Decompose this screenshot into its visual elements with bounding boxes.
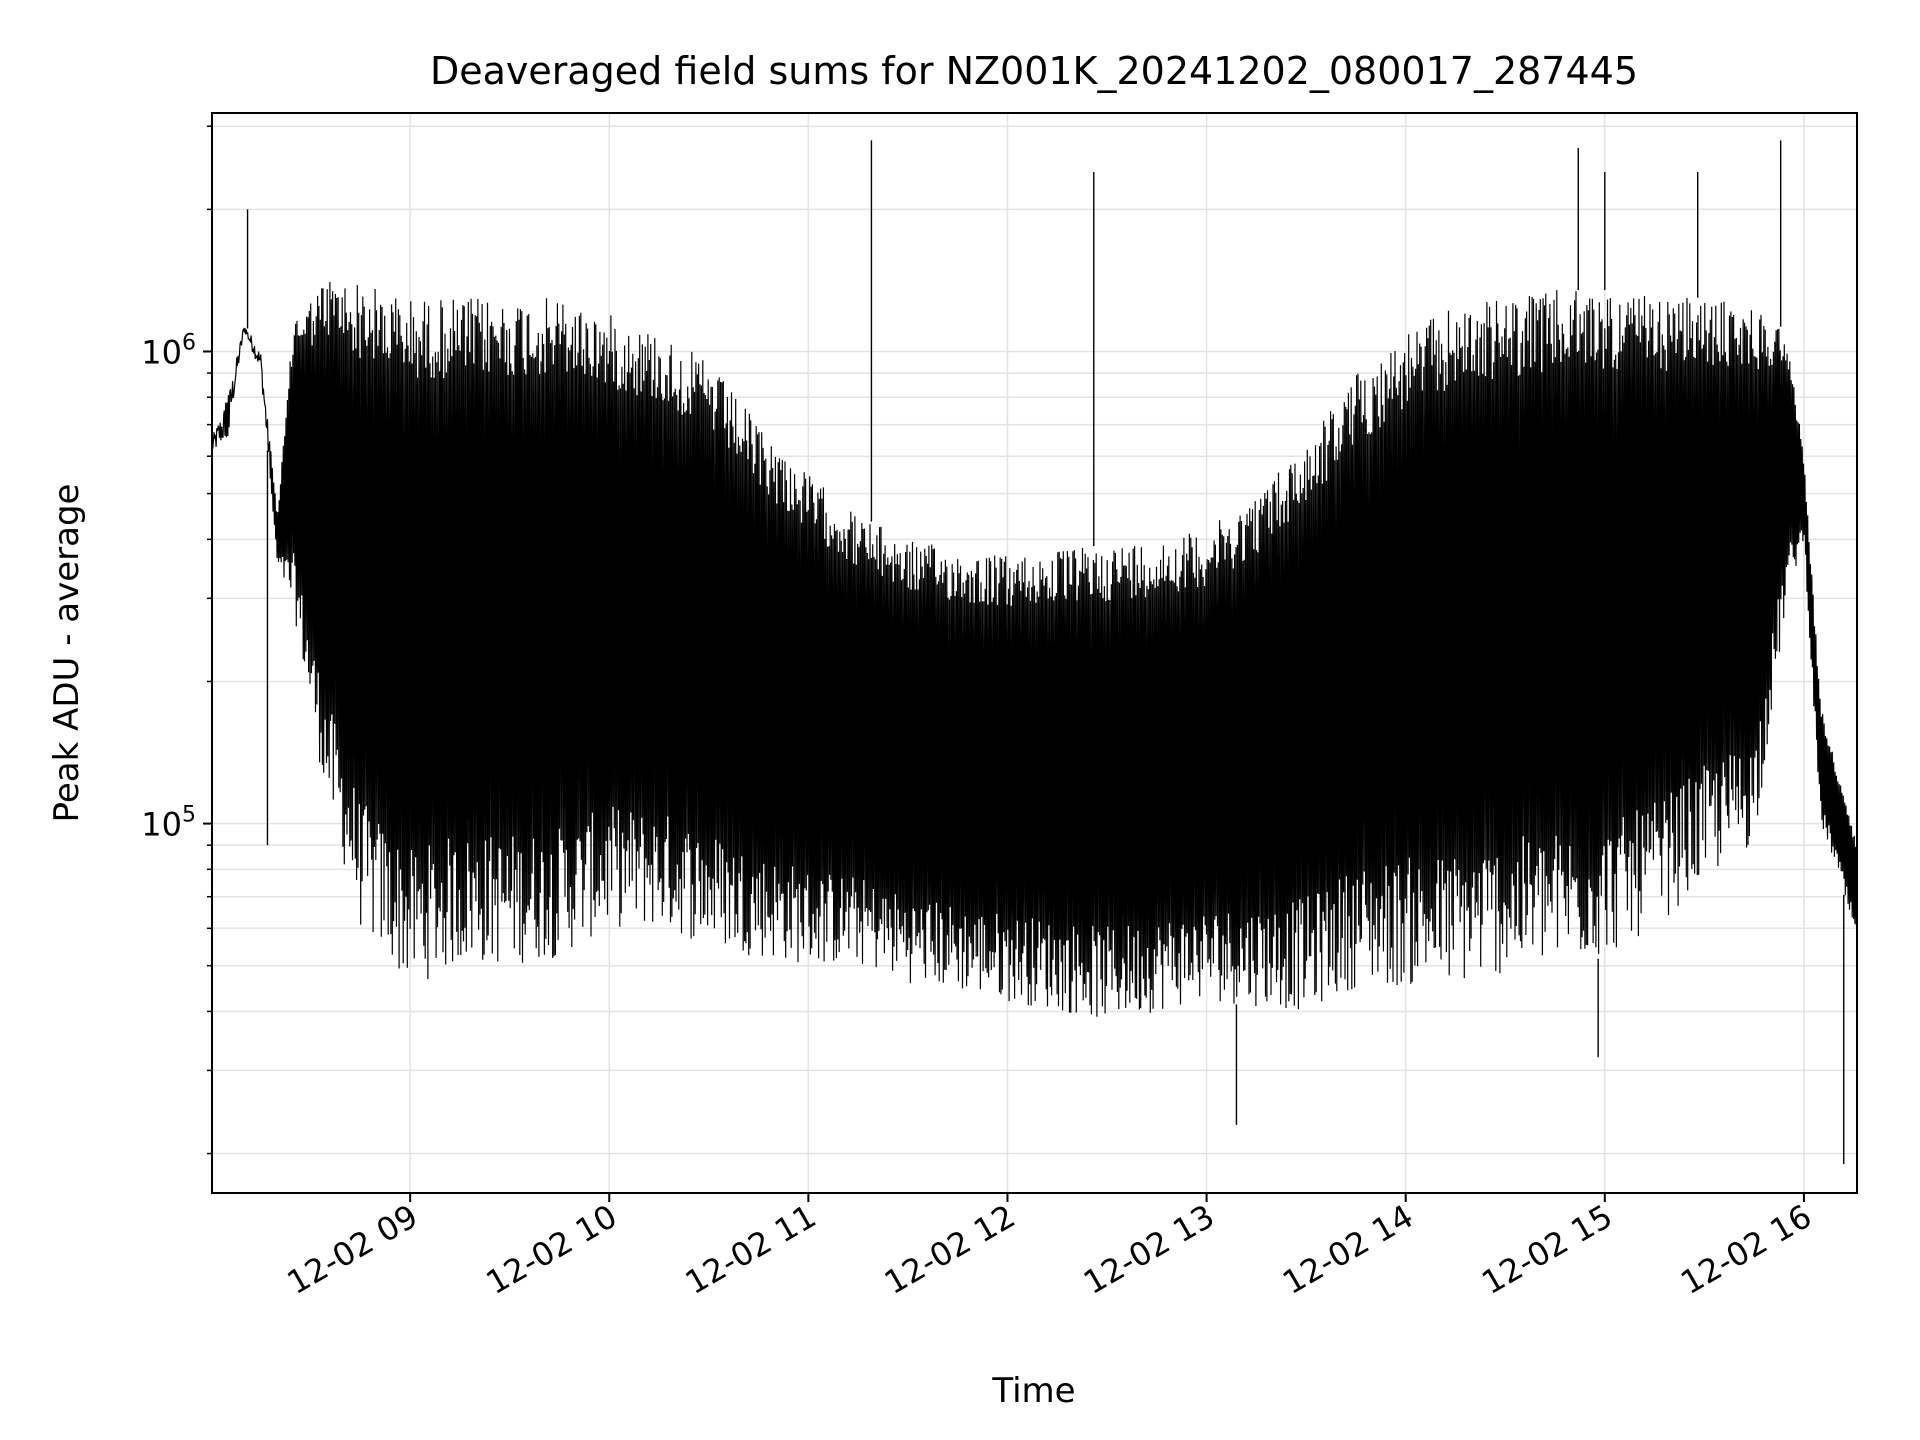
y-axis-label: Peak ADU - average: [47, 484, 87, 823]
y-tick-label: 106: [141, 330, 196, 371]
series-line: [211, 281, 1858, 1017]
y-tick-label: 105: [141, 803, 196, 844]
plot-frame: [211, 112, 1858, 1194]
chart-title: Deaveraged field sums for NZ001K_2024120…: [430, 49, 1638, 93]
plot-area: [211, 140, 1858, 1165]
x-axis-label: Time: [991, 1371, 1075, 1411]
y-axis: 105 106: [141, 125, 212, 1155]
